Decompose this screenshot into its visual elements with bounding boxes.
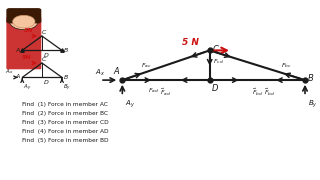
Text: D: D [212, 84, 219, 93]
Text: C: C [41, 57, 46, 62]
Text: D: D [44, 80, 48, 85]
Text: A: A [15, 74, 20, 79]
Text: 5 N: 5 N [182, 38, 199, 47]
Text: $\vec{F}_{ad}$: $\vec{F}_{ad}$ [160, 86, 172, 98]
Text: B: B [64, 75, 68, 80]
Text: C: C [212, 45, 218, 54]
Text: $F_{ad}$: $F_{ad}$ [148, 86, 159, 95]
FancyBboxPatch shape [6, 8, 41, 23]
Text: Find  (4) Force in member AD: Find (4) Force in member AD [22, 129, 109, 134]
Text: $B_y$: $B_y$ [63, 83, 71, 93]
Text: $\vec{F}_{bd}$: $\vec{F}_{bd}$ [264, 86, 276, 98]
Circle shape [10, 14, 38, 30]
Text: $F_{bc}$: $F_{bc}$ [282, 61, 292, 70]
Text: Find  (5) Force in member BD: Find (5) Force in member BD [22, 138, 109, 143]
Text: $F_{ac}$: $F_{ac}$ [141, 61, 152, 70]
Text: Find  (2) Force in member BC: Find (2) Force in member BC [22, 111, 108, 116]
Text: B: B [308, 74, 313, 83]
Text: A: A [15, 48, 20, 53]
Text: $\vec{F}_{bd}$: $\vec{F}_{bd}$ [252, 86, 263, 98]
Text: $A_y$: $A_y$ [125, 98, 136, 110]
Text: 5N: 5N [24, 28, 33, 33]
FancyBboxPatch shape [6, 17, 41, 69]
Text: A: A [113, 68, 119, 76]
Text: C: C [41, 30, 46, 35]
Text: $F_{cd}$: $F_{cd}$ [213, 57, 224, 66]
Circle shape [13, 15, 35, 28]
Text: Find  (1) Force in member AC: Find (1) Force in member AC [22, 102, 108, 107]
Text: 5N: 5N [22, 55, 32, 60]
Text: $B_y$: $B_y$ [308, 98, 318, 110]
Text: D: D [44, 53, 48, 58]
Text: $A_x$: $A_x$ [95, 68, 105, 78]
Text: B: B [64, 48, 68, 53]
Text: $A_y$: $A_y$ [23, 83, 32, 93]
Text: $A_x$: $A_x$ [5, 67, 13, 76]
Text: Find  (3) Force in member CD: Find (3) Force in member CD [22, 120, 109, 125]
